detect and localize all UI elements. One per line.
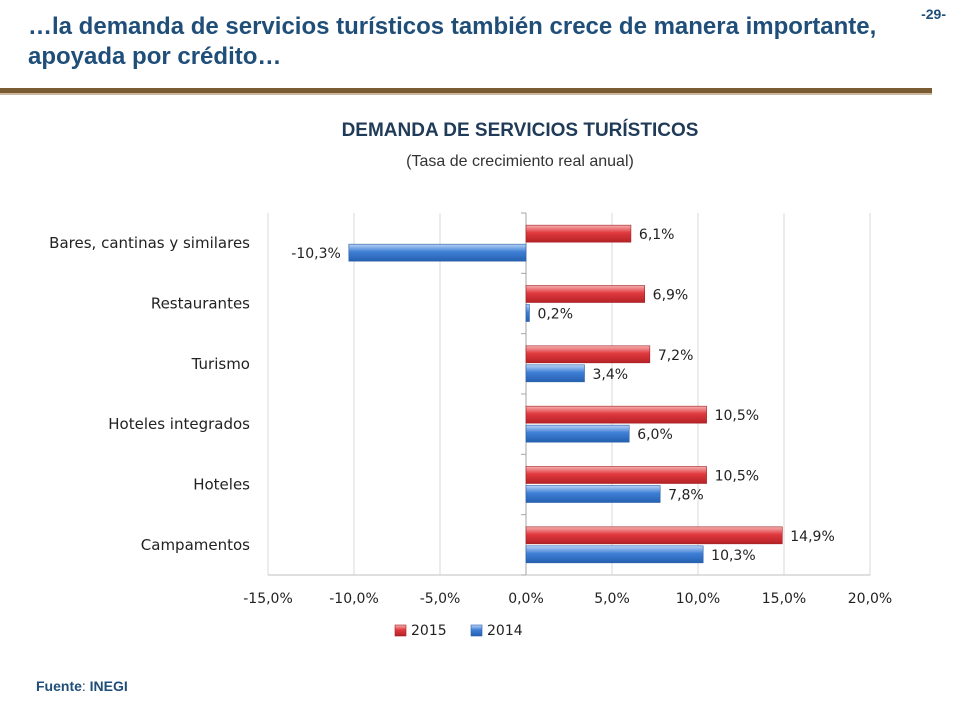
category-label: Turismo (191, 355, 250, 373)
category-label: Restaurantes (151, 295, 250, 313)
category-label: Hoteles integrados (108, 415, 250, 433)
data-label-2015: 10,5% (715, 408, 759, 424)
x-tick-label: 15,0% (762, 591, 806, 607)
source-note: Fuente: INEGI (36, 678, 128, 694)
data-label-2015: 6,1% (639, 227, 675, 243)
x-tick-label: -5,0% (420, 591, 461, 607)
bar-2015 (525, 466, 707, 484)
data-label-2014: 7,8% (668, 488, 704, 504)
bar-2014 (348, 243, 527, 262)
x-tick-label: -10,0% (329, 591, 379, 607)
category-label: Bares, cantinas y similares (49, 234, 250, 252)
slide-title: …la demanda de servicios turísticos tamb… (28, 13, 877, 70)
x-tick-label: 5,0% (594, 591, 630, 607)
data-label-2015: 6,9% (653, 288, 689, 304)
data-label-2015: 7,2% (658, 348, 694, 364)
source-separator: : (81, 678, 90, 694)
title-divider (0, 88, 932, 93)
legend-label-2015: 2015 (411, 623, 447, 639)
bar-2014 (525, 545, 704, 564)
x-tick-label: 20,0% (848, 591, 892, 607)
bar-2015 (525, 285, 645, 303)
legend-label-2014: 2014 (487, 623, 523, 639)
data-label-2015: 10,5% (715, 469, 759, 485)
chart-title: DEMANDA DE SERVICIOS TURÍSTICOS (341, 120, 699, 141)
bar-chart: -15,0% -10,0% -5,0% 0,0% 5,0% 10,0% 15,0% 20,0%… (49, 212, 892, 639)
legend-swatch-2015 (394, 624, 407, 637)
bar-2015 (525, 224, 632, 243)
data-label-2014: 0,2% (537, 307, 573, 323)
data-label-2014: 3,4% (592, 367, 628, 383)
category-label: Campamentos (141, 536, 250, 554)
bar-2014 (525, 485, 661, 503)
title-divider-shadow (0, 93, 932, 95)
data-label-2015: 14,9% (790, 529, 834, 545)
page-number: -29- (921, 6, 946, 22)
chart-subtitle: (Tasa de crecimiento real anual) (406, 153, 634, 170)
bar-2014 (525, 304, 530, 322)
data-label-2014: 10,3% (711, 548, 755, 564)
legend-swatch-2014 (470, 624, 483, 637)
category-label: Hoteles (193, 476, 250, 494)
source-label: Fuente (36, 678, 82, 694)
data-label-2014: 6,0% (637, 427, 673, 443)
source-value: INEGI (89, 678, 128, 694)
x-tick-label: -15,0% (243, 591, 293, 607)
data-label-2014: -10,3% (291, 246, 341, 262)
bar-2015 (525, 345, 651, 364)
bar-2015 (525, 526, 783, 545)
bar-2014 (525, 424, 630, 443)
bar-2015 (525, 405, 707, 424)
x-tick-label: 0,0% (508, 591, 544, 607)
x-tick-label: 10,0% (676, 591, 720, 607)
bar-2014 (525, 364, 585, 383)
